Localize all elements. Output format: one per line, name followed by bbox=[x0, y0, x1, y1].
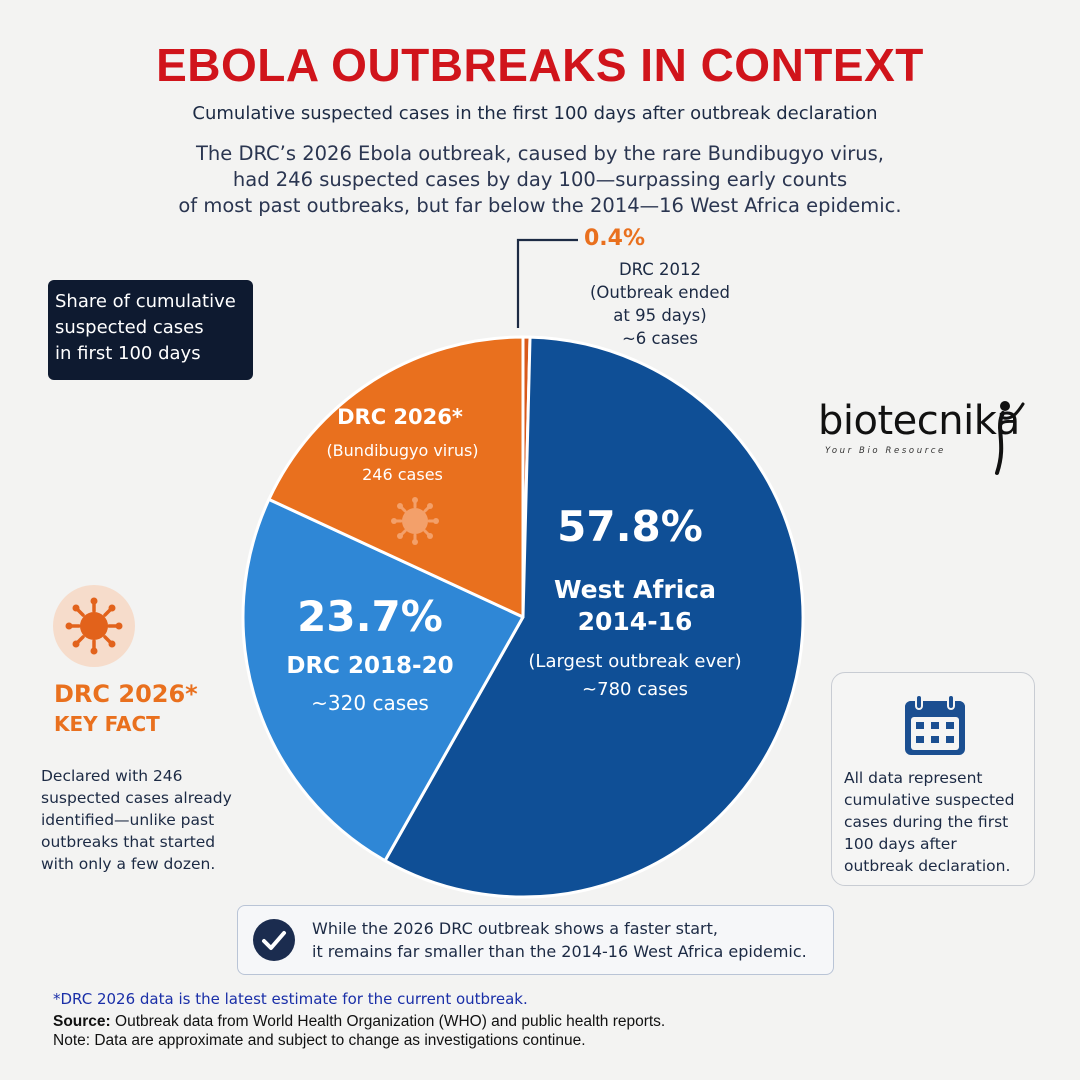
slice-cases-drc-2018: ~320 cases bbox=[311, 691, 429, 715]
page-subtitle: Cumulative suspected cases in the first … bbox=[192, 103, 878, 124]
check-icon bbox=[253, 919, 295, 961]
callout-line: ~6 cases bbox=[621, 329, 699, 348]
key-fact-title: DRC 2026* bbox=[54, 680, 198, 708]
intro-line: of most past outbreaks, but far below th… bbox=[178, 194, 902, 217]
share-label-box: Share of cumulative suspected cases in f… bbox=[48, 280, 253, 380]
data-info-line: All data represent bbox=[844, 769, 983, 787]
pie-slice-drc-2018-20 bbox=[241, 497, 525, 863]
data-info-line: cumulative suspected bbox=[844, 791, 1015, 809]
pie-chart bbox=[241, 335, 805, 899]
intro-line: The DRC’s 2026 Ebola outbreak, caused by… bbox=[196, 142, 884, 165]
key-fact-line: identified—unlike past bbox=[41, 811, 215, 829]
share-line: Share of cumulative bbox=[55, 291, 236, 312]
share-line: in first 100 days bbox=[55, 343, 201, 364]
intro-paragraph: The DRC’s 2026 Ebola outbreak, caused by… bbox=[140, 141, 940, 219]
intro-line: had 246 suspected cases by day 100—surpa… bbox=[232, 168, 848, 191]
source-line: Source: Outbreak data from World Health … bbox=[53, 1013, 665, 1031]
slice-pct-west-africa: 57.8% bbox=[557, 502, 703, 551]
conclusion-line: it remains far smaller than the 2014-16 … bbox=[312, 942, 807, 961]
slice-cases-west-africa: ~780 cases bbox=[582, 679, 688, 700]
source-label: Source: bbox=[53, 1013, 111, 1030]
callout-line: at 95 days) bbox=[613, 306, 707, 325]
key-fact-line: outbreaks that started bbox=[41, 833, 216, 851]
conclusion-text: While the 2026 DRC outbreak shows a fast… bbox=[312, 917, 832, 963]
share-line: suspected cases bbox=[55, 317, 204, 338]
callout-line: DRC 2012 bbox=[618, 260, 702, 279]
note-line: Note: Data are approximate and subject t… bbox=[53, 1032, 586, 1049]
conclusion-box bbox=[237, 905, 834, 975]
conclusion-line: While the 2026 DRC outbreak shows a fast… bbox=[312, 919, 718, 938]
slice-cases-drc-2026: 246 cases bbox=[362, 465, 443, 484]
page-title: EBOLA OUTBREAKS IN CONTEXT bbox=[156, 39, 924, 91]
slice-callout-drc-2012: DRC 2012 (Outbreak ended at 95 days) ~6 … bbox=[575, 258, 745, 350]
data-info-line: outbreak declaration. bbox=[844, 857, 1011, 875]
pie-slice-drc-2026 bbox=[267, 335, 525, 619]
logo-wordmark: biotecnika bbox=[818, 398, 1020, 444]
data-info-line: 100 days after bbox=[844, 835, 957, 853]
data-info-text: All data represent cumulative suspected … bbox=[844, 767, 1029, 877]
pie-slice-west-africa-2014-16 bbox=[383, 335, 805, 899]
source-text: Outbreak data from World Health Organiza… bbox=[110, 1013, 666, 1030]
slice-name-drc-2018: DRC 2018-20 bbox=[286, 653, 454, 679]
slice-note-west-africa: (Largest outbreak ever) bbox=[528, 651, 742, 672]
slice-virus-drc-2026: (Bundibugyo virus) bbox=[326, 441, 479, 460]
footnote: *DRC 2026 data is the latest estimate fo… bbox=[53, 990, 528, 1008]
key-fact-body: Declared with 246 suspected cases alread… bbox=[41, 765, 256, 875]
key-fact-subtitle: KEY FACT bbox=[54, 712, 160, 736]
key-fact-line: Declared with 246 bbox=[41, 767, 183, 785]
virus-icon bbox=[65, 597, 123, 655]
logo-figure-icon bbox=[995, 401, 1025, 475]
key-fact-line: suspected cases already bbox=[41, 789, 232, 807]
slice-pct-drc-2018: 23.7% bbox=[297, 592, 443, 641]
key-fact-line: with only a few dozen. bbox=[41, 855, 216, 873]
callout-line: (Outbreak ended bbox=[589, 283, 731, 302]
logo-tagline: Your Bio Resource bbox=[825, 446, 946, 456]
slice-name-drc-2026: DRC 2026* bbox=[337, 405, 463, 429]
slice-name-line: 2014-16 bbox=[577, 607, 693, 636]
slice-name-line: West Africa bbox=[554, 575, 716, 604]
slice-pct-drc-2012: 0.4% bbox=[584, 226, 646, 251]
virus-icon bbox=[391, 497, 439, 545]
data-info-line: cases during the first bbox=[844, 813, 1009, 831]
calendar-icon bbox=[905, 694, 965, 755]
slice-name-west-africa: West Africa 2014-16 bbox=[500, 574, 770, 638]
